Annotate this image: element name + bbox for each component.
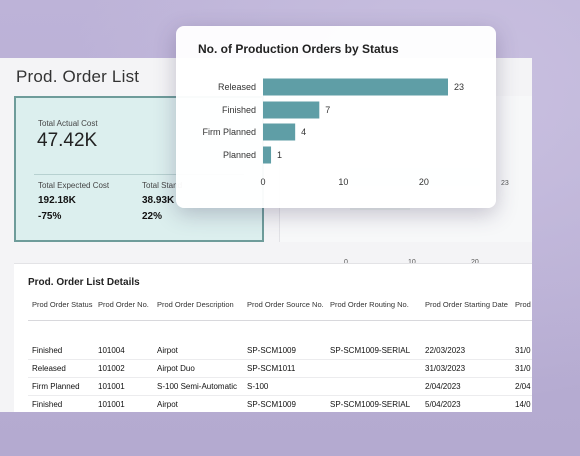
data-label: 4	[301, 127, 306, 137]
production-orders-chart-card[interactable]: No. of Production Orders by Status Relea…	[176, 26, 496, 208]
table-cell: 2/04	[515, 382, 531, 391]
table-cell: 31/0	[515, 364, 531, 373]
table-cell: 5/04/2023	[425, 400, 461, 409]
table-cell: Airpot	[157, 346, 178, 355]
column-header-status[interactable]: Prod Order Status	[32, 300, 93, 309]
total-actual-cost-value: 47.42K	[37, 130, 98, 151]
data-label: 1	[277, 150, 282, 160]
bar[interactable]	[263, 78, 448, 96]
column-header-source-no[interactable]: Prod Order Source No.	[247, 300, 324, 309]
table-cell: SP-SCM1009-SERIAL	[330, 346, 411, 355]
table-cell: S-100 Semi-Automatic	[157, 382, 238, 391]
row-divider	[28, 359, 532, 360]
table-cell: 101001	[98, 400, 125, 409]
header-divider	[28, 320, 532, 321]
table-cell: 31/0	[515, 346, 531, 355]
status-bar-chart: Released 23 Finished 7 Firm Planned 4 Planned 1…	[202, 78, 464, 187]
details-title: Prod. Order List Details	[28, 277, 140, 288]
table-cell: SP-SCM1009	[247, 400, 296, 409]
data-label: 23	[454, 82, 464, 92]
category-label: Released	[218, 82, 256, 92]
table-cell: Airpot	[157, 400, 178, 409]
row-divider	[28, 395, 532, 396]
total-expected-cost-value: 192.18K	[38, 195, 76, 206]
x-tick-label: 0	[260, 177, 265, 187]
category-label: Firm Planned	[202, 127, 256, 137]
category-label: Planned	[223, 150, 256, 160]
table-cell: Finished	[32, 400, 63, 409]
table-cell: 101001	[98, 382, 125, 391]
total-actual-cost-label: Total Actual Cost	[38, 119, 98, 128]
background-chart-value: 23	[501, 180, 509, 187]
bar[interactable]	[263, 123, 296, 141]
table-cell: Released	[32, 364, 66, 373]
table-cell: 2/04/2023	[425, 382, 461, 391]
total-expected-cost-delta: -75%	[38, 211, 62, 222]
table-cell: Airpot Duo	[157, 364, 195, 373]
x-tick-label: 20	[419, 177, 429, 187]
table-cell: 31/03/2023	[425, 364, 466, 373]
column-header-next[interactable]: Prod	[515, 300, 531, 309]
total-standard-cost-delta: 22%	[142, 211, 163, 222]
bar[interactable]	[263, 146, 272, 164]
table-cell: 22/03/2023	[425, 346, 466, 355]
background-chart-tick: 0	[344, 259, 348, 266]
table-cell: 101002	[98, 364, 125, 373]
page-title: Prod. Order List	[16, 67, 140, 86]
category-label: Finished	[222, 105, 256, 115]
total-expected-cost-label: Total Expected Cost	[38, 181, 110, 190]
table-cell: Finished	[32, 346, 63, 355]
data-label: 7	[325, 105, 330, 115]
total-standard-cost-value: 38.93K	[142, 195, 175, 206]
column-header-description[interactable]: Prod Order Description	[157, 300, 234, 309]
table-cell: Firm Planned	[32, 382, 80, 391]
column-header-routing-no[interactable]: Prod Order Routing No.	[330, 300, 409, 309]
table-cell: SP-SCM1009	[247, 346, 296, 355]
table-cell: SP-SCM1011	[247, 364, 296, 373]
background-chart-tick: 10	[408, 259, 416, 266]
table-cell: 101004	[98, 346, 125, 355]
table-cell: 14/0	[515, 400, 531, 409]
table-cell: S-100	[247, 382, 269, 391]
table-cell: SP-SCM1009-SERIAL	[330, 400, 411, 409]
chart-title: No. of Production Orders by Status	[198, 42, 399, 56]
total-standard-cost-label: Total Stand	[142, 181, 183, 190]
column-header-starting-date[interactable]: Prod Order Starting Date	[425, 300, 508, 309]
row-divider	[28, 377, 532, 378]
x-tick-label: 10	[338, 177, 348, 187]
kpi-divider	[34, 174, 244, 175]
column-header-order-no[interactable]: Prod Order No.	[98, 300, 149, 309]
background-chart-tick: 20	[471, 259, 479, 266]
bar[interactable]	[263, 101, 320, 119]
details-table: Prod. Order List Details Prod Order Stat…	[14, 263, 532, 412]
